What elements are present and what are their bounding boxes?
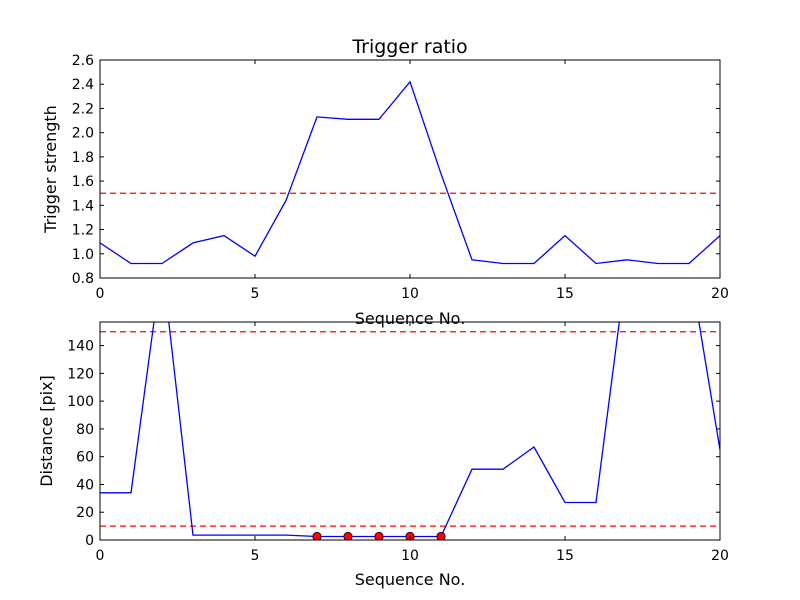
x-axis-label-bottom: Sequence No. bbox=[355, 570, 466, 589]
y-tick-label-top: 2.2 bbox=[72, 101, 94, 117]
x-tick-label-top: 20 bbox=[711, 286, 729, 302]
x-tick-label-bottom: 0 bbox=[96, 548, 105, 564]
chart-title: Trigger ratio bbox=[351, 36, 467, 58]
y-tick-label-bottom: 0 bbox=[85, 533, 94, 549]
y-tick-label-top: 0.8 bbox=[72, 271, 94, 287]
axes-frame-top bbox=[99, 59, 721, 279]
y-tick-label-bottom: 100 bbox=[67, 394, 94, 410]
y-tick-label-top: 1.6 bbox=[72, 174, 94, 190]
y-tick-label-top: 2.4 bbox=[72, 77, 94, 93]
plot-area-bottom bbox=[99, 321, 721, 541]
y-tick-label-bottom: 80 bbox=[76, 422, 94, 438]
ticks-top: 0 5 10 15 20 0.8 1.0 1.2 1.4 1.6 1.8 2.0 2.2 2.4 2.6 bbox=[72, 53, 729, 302]
y-tick-label-top: 1.8 bbox=[72, 150, 94, 166]
y-tick-label-bottom: 20 bbox=[76, 505, 94, 521]
x-tick-label-top: 5 bbox=[251, 286, 260, 302]
x-axis-label-top: Sequence No. bbox=[355, 309, 466, 328]
y-axis-label-top: Trigger strength bbox=[41, 105, 60, 234]
y-tick-label-bottom: 140 bbox=[67, 339, 94, 355]
y-tick-label-top: 1.2 bbox=[72, 223, 94, 239]
x-tick-label-top: 0 bbox=[96, 286, 105, 302]
marker-point-bottom bbox=[436, 531, 446, 540]
axes-frame-bottom bbox=[99, 321, 721, 541]
marker-point-bottom bbox=[374, 531, 384, 540]
y-tick-label-top: 2.0 bbox=[72, 126, 94, 142]
y-tick-label-bottom: 40 bbox=[76, 477, 94, 493]
series-line-top bbox=[100, 80, 720, 265]
chart-top: Trigger ratio 0 5 10 15 20 0.8 1.0 1.2 1.4 1.6 1.8… bbox=[41, 36, 729, 328]
series-group-bottom bbox=[100, 322, 720, 540]
series-line-bottom bbox=[100, 322, 720, 538]
x-tick-label-top: 10 bbox=[401, 286, 419, 302]
y-tick-label-top: 2.6 bbox=[72, 53, 94, 69]
y-tick-label-bottom: 120 bbox=[67, 366, 94, 382]
x-tick-label-bottom: 5 bbox=[251, 548, 260, 564]
x-tick-label-bottom: 15 bbox=[556, 548, 574, 564]
x-tick-label-top: 15 bbox=[556, 286, 574, 302]
marker-point-bottom bbox=[343, 531, 353, 540]
y-axis-label-bottom: Distance [pix] bbox=[37, 375, 56, 487]
y-tick-label-bottom: 60 bbox=[76, 450, 94, 466]
x-tick-label-bottom: 10 bbox=[401, 548, 419, 564]
x-tick-label-bottom: 20 bbox=[711, 548, 729, 564]
y-tick-label-top: 1.4 bbox=[72, 198, 94, 214]
y-tick-label-top: 1.0 bbox=[72, 247, 94, 263]
marker-point-bottom bbox=[312, 531, 322, 540]
series-group-top bbox=[100, 80, 720, 265]
plot-area-top bbox=[99, 59, 721, 279]
ticks-bottom: 0 5 10 15 20 0 20 40 60 80 100 120 140 bbox=[67, 322, 729, 564]
